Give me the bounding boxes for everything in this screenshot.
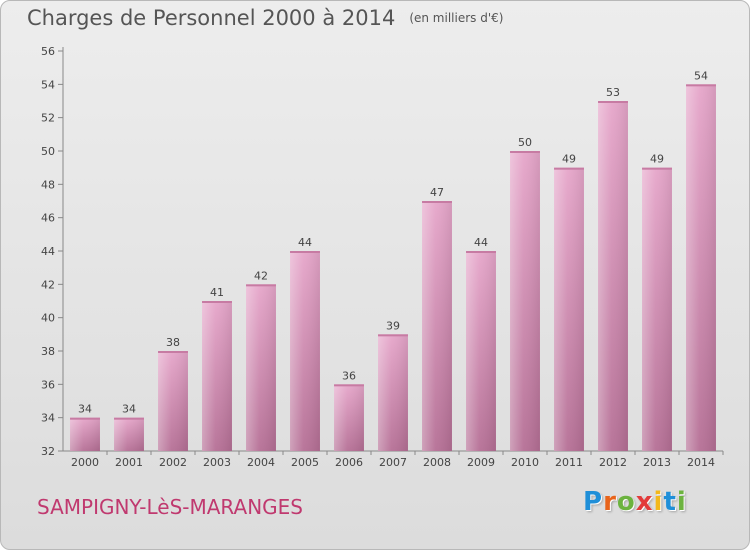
bar-top-edge bbox=[158, 351, 188, 353]
bar-top-edge bbox=[246, 284, 276, 287]
bar-top-edge bbox=[554, 167, 584, 170]
x-tick-label: 2006 bbox=[335, 456, 363, 469]
bar-shading bbox=[202, 301, 232, 451]
y-tick-label: 56 bbox=[41, 45, 55, 58]
x-tick-label: 2002 bbox=[159, 456, 187, 469]
y-tick-label: 40 bbox=[41, 312, 55, 325]
bar-top-edge bbox=[70, 417, 100, 420]
bar-top-edge bbox=[686, 84, 716, 87]
logo-letter: i bbox=[653, 487, 664, 517]
logo-letter: P bbox=[583, 487, 604, 517]
bar-top-edge bbox=[598, 101, 628, 103]
bar-shading bbox=[422, 201, 452, 451]
data-label: 41 bbox=[210, 286, 224, 299]
x-tick-label: 2007 bbox=[379, 456, 407, 469]
bar-top-edge bbox=[334, 384, 364, 387]
x-tick-label: 2012 bbox=[599, 456, 627, 469]
bar-top-edge bbox=[642, 167, 672, 170]
x-tick-label: 2008 bbox=[423, 456, 451, 469]
logo-letter: t bbox=[663, 487, 677, 517]
y-tick-label: 52 bbox=[41, 112, 55, 125]
bar-shading bbox=[466, 251, 496, 451]
bar-shading bbox=[70, 417, 100, 451]
data-label: 50 bbox=[518, 136, 532, 149]
data-label: 34 bbox=[78, 403, 92, 416]
bar-shading bbox=[686, 84, 716, 451]
bar-shading bbox=[158, 351, 188, 451]
data-label: 36 bbox=[342, 369, 356, 382]
x-tick-label: 2003 bbox=[203, 456, 231, 469]
y-tick-label: 38 bbox=[41, 345, 55, 358]
data-label: 38 bbox=[166, 336, 180, 349]
data-label: 34 bbox=[122, 403, 136, 416]
y-tick-label: 44 bbox=[41, 245, 55, 258]
data-label: 42 bbox=[254, 269, 268, 282]
proxiti-logo: Proxiti bbox=[583, 487, 687, 517]
x-tick-label: 2001 bbox=[115, 456, 143, 469]
bar-top-edge bbox=[378, 334, 408, 337]
logo-letter: i bbox=[676, 487, 687, 517]
bar-top-edge bbox=[422, 201, 452, 203]
data-label: 54 bbox=[694, 69, 708, 82]
data-label: 44 bbox=[474, 236, 488, 249]
bar-shading bbox=[290, 251, 320, 451]
bar-shading bbox=[554, 167, 584, 451]
x-tick-label: 2010 bbox=[511, 456, 539, 469]
x-tick-label: 2014 bbox=[687, 456, 715, 469]
data-label: 49 bbox=[650, 153, 664, 166]
y-tick-label: 36 bbox=[41, 378, 55, 391]
data-label: 39 bbox=[386, 319, 400, 332]
bar-shading bbox=[114, 417, 144, 451]
commune-name: SAMPIGNY-LèS-MARANGES bbox=[37, 495, 303, 519]
bar-top-edge bbox=[114, 417, 144, 420]
bar-shading bbox=[598, 101, 628, 451]
logo-letter: o bbox=[616, 487, 636, 517]
bar-top-edge bbox=[510, 151, 540, 153]
y-tick-label: 46 bbox=[41, 212, 55, 225]
bar-top-edge bbox=[466, 251, 496, 253]
chart-subtitle: (en milliers d'€) bbox=[409, 11, 504, 25]
chart-title-block: Charges de Personnel 2000 à 2014 (en mill… bbox=[27, 6, 503, 30]
x-tick-label: 2013 bbox=[643, 456, 671, 469]
bar-shading bbox=[378, 334, 408, 451]
bar-shading bbox=[642, 167, 672, 451]
y-tick-label: 48 bbox=[41, 178, 55, 191]
y-tick-label: 32 bbox=[41, 445, 55, 458]
logo-letter: x bbox=[635, 487, 654, 517]
y-tick-label: 54 bbox=[41, 78, 55, 91]
bar-top-edge bbox=[202, 301, 232, 303]
x-tick-label: 2004 bbox=[247, 456, 275, 469]
data-label: 49 bbox=[562, 153, 576, 166]
x-tick-label: 2005 bbox=[291, 456, 319, 469]
x-tick-label: 2000 bbox=[71, 456, 99, 469]
data-label: 44 bbox=[298, 236, 312, 249]
data-label: 47 bbox=[430, 186, 444, 199]
logo-letter: r bbox=[603, 487, 617, 517]
y-tick-label: 50 bbox=[41, 145, 55, 158]
x-tick-label: 2009 bbox=[467, 456, 495, 469]
chart-title: Charges de Personnel 2000 à 2014 bbox=[27, 6, 396, 30]
data-label: 53 bbox=[606, 86, 620, 99]
bar-top-edge bbox=[290, 251, 320, 253]
x-tick-label: 2011 bbox=[555, 456, 583, 469]
y-tick-label: 42 bbox=[41, 278, 55, 291]
bar-shading bbox=[334, 384, 364, 451]
bar-shading bbox=[510, 151, 540, 451]
bar-shading bbox=[246, 284, 276, 451]
y-tick-label: 34 bbox=[41, 412, 55, 425]
